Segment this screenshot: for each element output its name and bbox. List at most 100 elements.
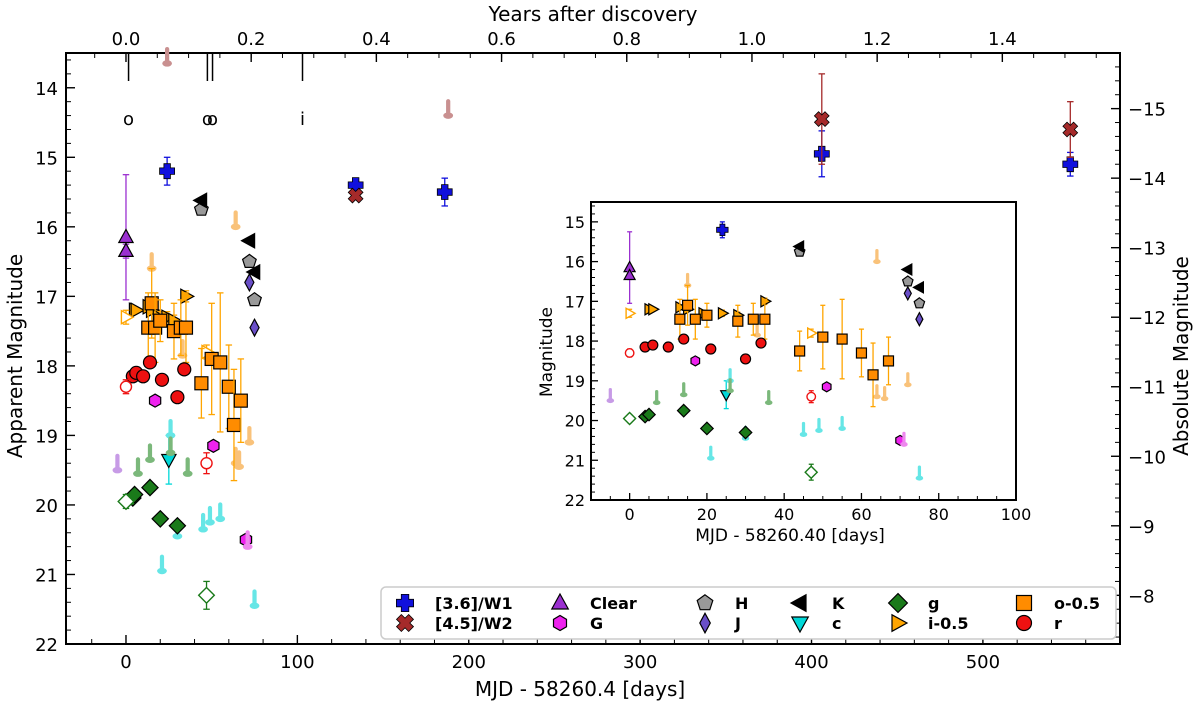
inset-point (806, 391, 817, 402)
inset-point-head (726, 388, 734, 394)
main-point (159, 163, 176, 180)
legend-entry-W2: [4.5]/W2 (395, 613, 513, 633)
main-point (151, 509, 170, 528)
inset-x-axis-label: MJD - 58260.40 [days] (695, 526, 885, 546)
inset-y-axis-label: Magnitude (537, 307, 557, 397)
legend-marker-o (1015, 594, 1033, 612)
main-series-diamond-open-13 (117, 492, 216, 610)
main-point-head (215, 515, 226, 523)
inset-point (817, 331, 829, 343)
main-point (242, 530, 253, 550)
inset-point-head (764, 400, 773, 406)
main-point (813, 111, 830, 128)
top-tick-label: 0.8 (612, 29, 641, 50)
main-point (119, 380, 133, 393)
top-tick-label: 1.0 (738, 29, 767, 50)
main-series-square-18 (141, 267, 248, 482)
x-tick-label: 200 (452, 652, 486, 673)
legend-entry-H: H (696, 594, 748, 613)
inset-point (900, 262, 913, 277)
main-point (136, 369, 151, 384)
main-point (133, 457, 143, 477)
legend-marker-Clear (550, 592, 570, 610)
main-series-x-1 (347, 73, 1079, 204)
main-point (240, 232, 256, 249)
main-point (182, 457, 193, 477)
inset-y-tick-label: 21 (565, 451, 585, 470)
y-tick-label: 17 (35, 287, 58, 308)
inset-point (760, 294, 773, 308)
main-point (1062, 156, 1079, 173)
main-point (157, 554, 167, 575)
inset-point (815, 417, 823, 433)
inset-point-head (900, 441, 908, 447)
right-y-tick-label: −15 (1128, 100, 1166, 121)
main-series-limit-4 (112, 453, 123, 474)
inset-point (699, 421, 715, 436)
right-y-tick-label: −8 (1128, 586, 1155, 607)
main-point-head (244, 439, 255, 446)
main-point (141, 478, 159, 497)
legend-entry-c: c (790, 614, 841, 634)
y-tick-label: 21 (35, 565, 58, 586)
spectrum-epoch-label: o (202, 109, 213, 130)
main-point-head (172, 532, 183, 540)
inset-point (764, 390, 773, 406)
inset-point (903, 285, 912, 302)
inset-point-head (873, 259, 881, 265)
main-point-head (198, 526, 208, 533)
y-tick-label: 14 (35, 79, 58, 100)
top-tick-label: 1.2 (863, 29, 892, 50)
inset-point (873, 248, 881, 265)
inset-point (836, 333, 848, 345)
spectrum-epoch-label: i (300, 109, 305, 130)
legend-entry-o: o-0.5 (1015, 594, 1100, 613)
legend-marker-W2 (395, 613, 415, 633)
inset-point (624, 348, 635, 358)
inset-series-triangle-right-open-16 (625, 307, 819, 340)
inset-point (705, 343, 717, 355)
legend-entry-J: J (699, 612, 741, 635)
x-tick-label: 100 (280, 652, 314, 673)
main-point-head (249, 602, 260, 610)
inset-point (755, 337, 767, 349)
inset-point (913, 297, 926, 309)
inset-point (676, 403, 691, 418)
main-series-circle-19 (125, 355, 192, 405)
inset-point (719, 390, 733, 402)
top-tick-label: 0.2 (237, 29, 266, 50)
inset-point (882, 355, 895, 367)
inset-series-diamond-thin-8 (903, 285, 924, 327)
inset-point (662, 341, 674, 353)
inset-point (675, 300, 688, 314)
inset-point (689, 313, 701, 325)
legend-marker-W1 (395, 594, 415, 612)
inset-point (759, 313, 771, 325)
inset-y-tick-label: 17 (565, 292, 585, 311)
inset-point (679, 382, 688, 398)
main-point (207, 438, 220, 453)
main-series-diamond-12 (123, 478, 187, 535)
legend-label-r: r (1054, 614, 1062, 633)
inset-point-head (606, 398, 615, 404)
top-tick-label: 0.6 (487, 29, 516, 50)
main-series-limit-17 (146, 210, 255, 470)
main-point (215, 502, 226, 523)
main-point (112, 453, 123, 474)
inset-series-triangle-left-9 (792, 239, 925, 294)
inset-point-head (873, 394, 881, 400)
inset-point (674, 313, 686, 325)
main-point (200, 456, 213, 470)
legend-entry-W1: [3.6]/W1 (395, 594, 513, 613)
y-tick-label: 18 (35, 357, 58, 378)
main-point (230, 210, 241, 231)
inset-x-tick-label: 40 (774, 505, 794, 524)
main-point (177, 362, 192, 377)
inset-point (678, 333, 690, 345)
inset-point-head (815, 427, 823, 433)
legend-entry-g: g (887, 592, 939, 614)
inset-x-tick-label: 100 (1001, 505, 1032, 524)
main-point-head (162, 60, 172, 67)
main-point (117, 242, 135, 257)
